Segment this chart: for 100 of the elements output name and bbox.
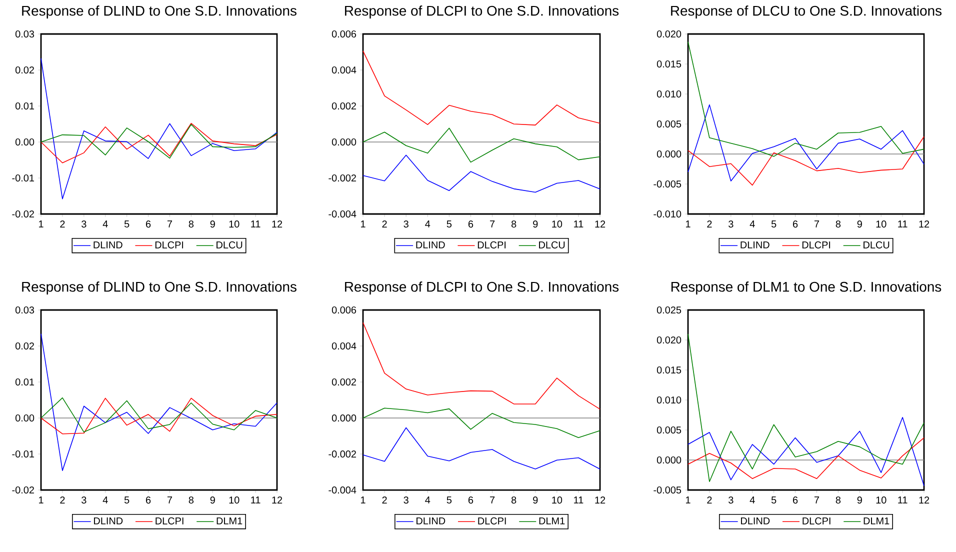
y-tick-label: -0.002 — [328, 450, 356, 458]
x-tick-label: 10 — [552, 220, 562, 228]
x-tick-label: 2 — [60, 220, 65, 228]
x-tick-label: 7 — [814, 496, 820, 504]
legend-label: DLCPI — [478, 241, 506, 248]
line-series — [362, 408, 600, 438]
line-series — [362, 322, 600, 410]
chart-title: Response of DLIND to One S.D. Innovations — [22, 6, 296, 18]
y-tick-label: 0.015 — [656, 60, 682, 68]
line-series — [688, 41, 924, 157]
legend-label: DLIND — [740, 241, 770, 248]
y-tick-label: 0.00 — [15, 138, 34, 146]
x-tick-label: 4 — [750, 496, 755, 504]
x-tick-label: 7 — [490, 496, 495, 504]
chart-title: Response of DLM1 to One S.D. Innovations — [671, 282, 942, 295]
legend-label: DLCPI — [802, 241, 830, 248]
legend-label: DLCU — [539, 241, 565, 248]
x-tick-label: 10 — [876, 220, 886, 228]
y-tick-label: -0.004 — [328, 210, 356, 218]
x-tick-label: 1 — [361, 220, 366, 228]
line-series — [362, 154, 600, 193]
x-tick-label: 7 — [167, 220, 172, 228]
y-tick-label: 0.010 — [656, 90, 682, 98]
line-series — [688, 417, 924, 486]
x-tick-label: 3 — [404, 496, 408, 504]
chart-title: Response of DLIND to One S.D. Innovations — [22, 282, 296, 295]
line-series — [688, 104, 924, 182]
x-tick-label: 3 — [728, 496, 734, 504]
legend-label: DLCU — [864, 241, 890, 248]
x-tick-label: 11 — [898, 496, 908, 504]
line-series — [688, 437, 924, 480]
y-tick-label: 0.002 — [332, 378, 356, 386]
x-tick-label: 11 — [251, 220, 260, 228]
line-series — [362, 427, 600, 470]
x-tick-label: 6 — [468, 496, 474, 504]
x-tick-label: 5 — [446, 496, 452, 504]
y-tick-label: 0.004 — [332, 66, 356, 74]
x-tick-label: 3 — [82, 496, 86, 504]
x-tick-label: 4 — [102, 496, 108, 504]
x-tick-label: 11 — [898, 220, 908, 228]
x-tick-label: 9 — [210, 496, 215, 504]
y-tick-label: -0.01 — [12, 450, 34, 458]
x-tick-label: 3 — [404, 220, 408, 228]
line-series — [688, 334, 924, 482]
legend-label: DLM1 — [216, 517, 242, 524]
legend-label: DLIND — [416, 241, 445, 248]
x-tick-label: 2 — [60, 496, 65, 504]
chart-title: Response of DLCPI to One S.D. Innovations — [345, 282, 619, 295]
y-tick-label: 0.01 — [15, 378, 34, 386]
x-tick-label: 8 — [836, 496, 841, 504]
x-tick-label: 4 — [425, 220, 430, 228]
x-tick-label: 1 — [38, 496, 44, 504]
y-tick-label: -0.02 — [12, 210, 34, 218]
y-tick-label: 0.03 — [15, 306, 34, 314]
legend-label: DLCPI — [155, 241, 184, 248]
line-series — [362, 50, 600, 126]
y-tick-label: 0.005 — [656, 120, 682, 128]
x-tick-label: 7 — [167, 496, 172, 504]
x-tick-label: 10 — [229, 496, 240, 504]
x-tick-label: 10 — [876, 496, 886, 504]
x-tick-label: 2 — [707, 496, 712, 504]
x-tick-label: 7 — [814, 220, 820, 228]
x-tick-label: 6 — [468, 220, 474, 228]
legend-label: DLM1 — [864, 517, 890, 524]
x-tick-label: 2 — [382, 496, 387, 504]
x-tick-label: 1 — [686, 496, 690, 504]
y-tick-label: 0.00 — [15, 414, 34, 422]
legend-label: DLIND — [94, 517, 123, 524]
x-tick-label: 9 — [857, 220, 862, 228]
x-tick-label: 5 — [771, 220, 776, 228]
x-tick-label: 10 — [552, 496, 562, 504]
x-tick-label: 6 — [793, 220, 798, 228]
x-tick-label: 5 — [771, 496, 776, 504]
x-tick-label: 2 — [382, 220, 387, 228]
chart-title: Response of DLCU to One S.D. Innovations — [671, 6, 942, 18]
legend-label: DLCPI — [478, 517, 506, 524]
x-tick-label: 5 — [124, 220, 130, 228]
x-tick-label: 11 — [574, 496, 584, 504]
x-tick-label: 11 — [251, 496, 260, 504]
x-tick-label: 6 — [146, 496, 151, 504]
legend-label: DLCU — [216, 241, 242, 248]
y-tick-label: 0.020 — [656, 336, 682, 344]
y-tick-label: -0.004 — [328, 486, 356, 494]
x-tick-label: 9 — [857, 496, 862, 504]
x-tick-label: 8 — [188, 220, 194, 228]
y-tick-label: -0.005 — [654, 486, 682, 494]
y-tick-label: 0.02 — [15, 66, 34, 74]
line-series — [688, 136, 924, 186]
y-tick-label: 0.000 — [656, 150, 682, 158]
x-tick-label: 11 — [574, 220, 584, 228]
x-tick-label: 8 — [836, 220, 841, 228]
x-tick-label: 9 — [533, 496, 538, 504]
x-tick-label: 8 — [511, 496, 516, 504]
y-tick-label: 0.000 — [332, 414, 356, 422]
x-tick-label: 3 — [82, 220, 86, 228]
y-tick-label: 0.006 — [332, 30, 356, 38]
y-tick-label: -0.002 — [328, 174, 356, 182]
y-tick-label: 0.03 — [15, 30, 34, 38]
y-tick-label: 0.002 — [332, 102, 356, 110]
x-tick-label: 4 — [102, 220, 108, 228]
